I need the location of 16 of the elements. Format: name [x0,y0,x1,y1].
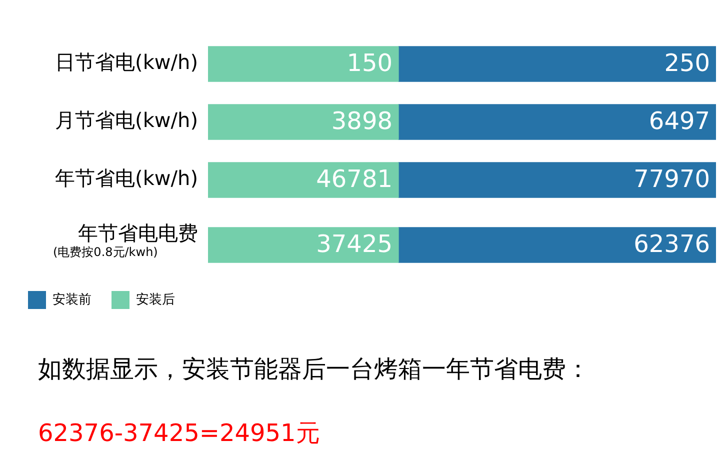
y-tick-label: 年节省电电费 (电费按0.8元/kwh) [53,221,198,260]
data-label: 3898 [331,107,392,136]
y-tick-label: 年节省电(kw/h) [55,166,198,190]
data-label: 77970 [634,165,710,194]
y-tick-label: 日节省电(kw/h) [55,50,198,74]
legend-label: 安装后 [136,291,175,308]
data-label: 62376 [634,230,710,258]
legend-label: 安装前 [52,291,92,308]
data-label: 6497 [648,107,710,136]
text: 62376-37425=24951元 [38,418,321,449]
data-label: 150 [346,49,392,78]
text: 如数据显示，安装节能器后一台烤箱一年节省电费： [38,354,591,385]
data-label: 37425 [316,230,392,258]
data-label: 46781 [316,165,392,194]
y-tick-label: 月节省电(kw/h) [55,108,198,132]
data-label: 250 [664,49,710,78]
